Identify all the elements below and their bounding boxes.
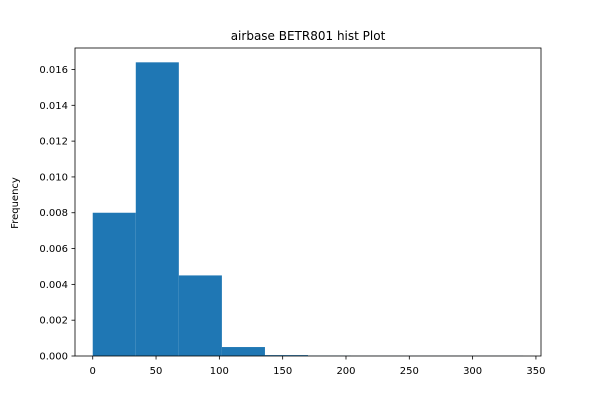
y-tick-label: 0.004 bbox=[39, 280, 68, 291]
x-tick-label: 300 bbox=[463, 366, 482, 377]
y-axis-label: Frequency bbox=[10, 177, 21, 229]
x-tick-label: 250 bbox=[400, 366, 419, 377]
x-tick-label: 100 bbox=[210, 366, 229, 377]
y-tick-label: 0.006 bbox=[39, 244, 68, 255]
y-tick-label: 0.002 bbox=[39, 316, 68, 327]
histogram-bar-3 bbox=[178, 275, 222, 356]
y-tick-label: 0.010 bbox=[39, 172, 68, 183]
y-tick-label: 0.000 bbox=[39, 352, 68, 363]
y-tick-label: 0.012 bbox=[39, 137, 68, 148]
histogram-bar-2 bbox=[135, 62, 179, 356]
bars-group bbox=[92, 62, 524, 356]
x-tick-label: 350 bbox=[526, 366, 545, 377]
x-tick-label: 50 bbox=[150, 366, 163, 377]
x-ticks-group: 0 50 100 150 200 250 300 350 bbox=[90, 356, 545, 377]
y-tick-label: 0.014 bbox=[39, 101, 68, 112]
plot-frame bbox=[74, 47, 542, 357]
y-tick-label: 0.008 bbox=[39, 208, 68, 219]
histogram-bar-5 bbox=[264, 355, 308, 356]
y-ticks-group: 0.000 0.002 0.004 0.006 0.008 0.010 0.012 0.014… bbox=[39, 65, 75, 363]
x-tick-label: 0 bbox=[90, 366, 96, 377]
histogram-bar-1 bbox=[92, 212, 136, 356]
chart-title: airbase BETR801 hist Plot bbox=[231, 29, 386, 43]
y-tick-label: 0.016 bbox=[39, 65, 68, 76]
x-tick-label: 200 bbox=[336, 366, 355, 377]
histogram-bar-4 bbox=[221, 347, 265, 356]
x-tick-label: 150 bbox=[273, 366, 292, 377]
